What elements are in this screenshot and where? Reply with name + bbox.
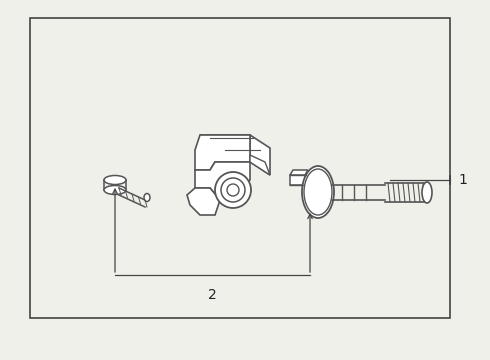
Polygon shape <box>250 135 270 175</box>
Text: 1: 1 <box>458 173 467 187</box>
Polygon shape <box>250 155 270 175</box>
Ellipse shape <box>144 194 150 202</box>
Polygon shape <box>195 162 250 200</box>
Ellipse shape <box>304 169 332 215</box>
Ellipse shape <box>104 176 126 185</box>
Circle shape <box>215 172 251 208</box>
Bar <box>30 18 450 318</box>
Ellipse shape <box>302 166 334 218</box>
Polygon shape <box>195 135 250 170</box>
Ellipse shape <box>307 172 329 212</box>
Polygon shape <box>200 135 265 150</box>
Text: 2: 2 <box>208 288 217 302</box>
Polygon shape <box>187 188 220 215</box>
Polygon shape <box>290 175 305 185</box>
Circle shape <box>221 178 245 202</box>
Ellipse shape <box>104 185 126 194</box>
Ellipse shape <box>422 182 432 203</box>
Circle shape <box>227 184 239 196</box>
Polygon shape <box>290 170 308 175</box>
